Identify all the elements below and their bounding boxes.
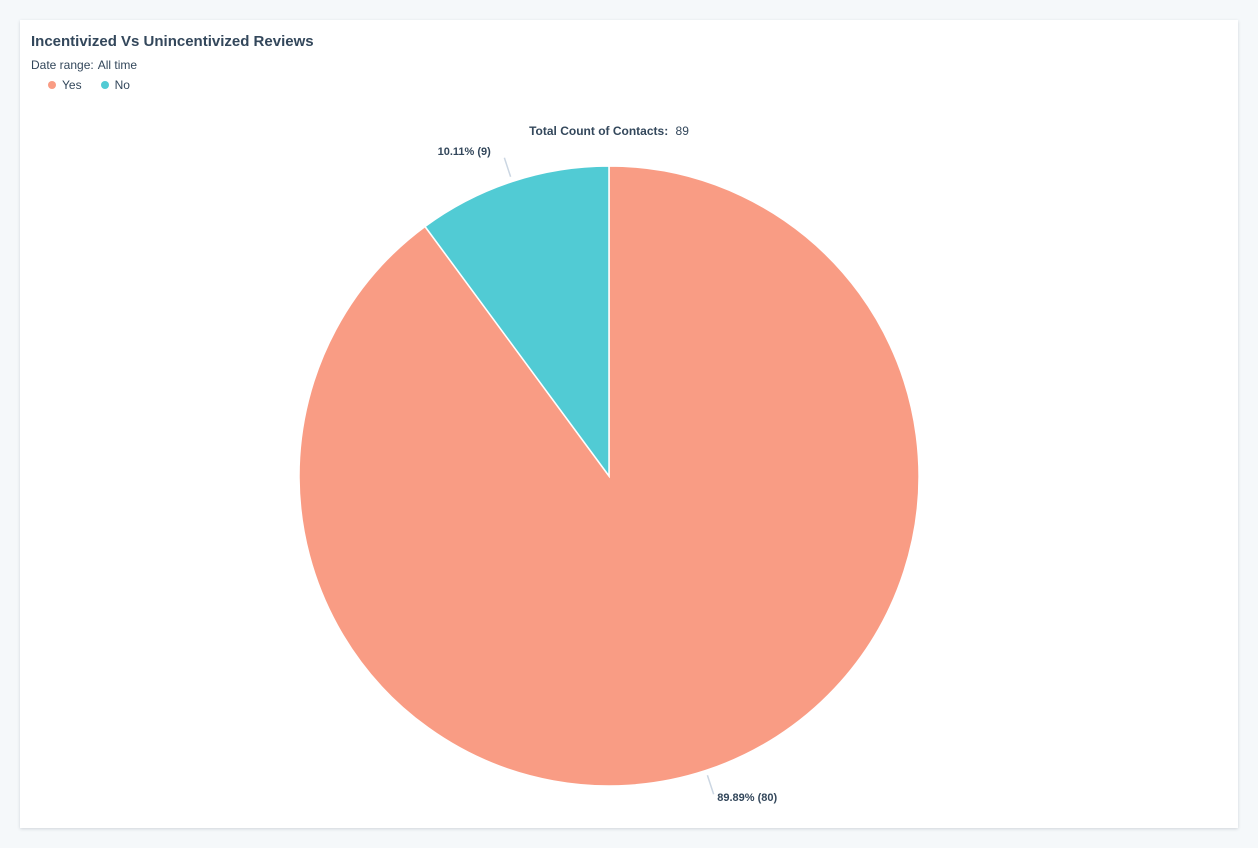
svg-text:Total Count of Contacts:: Total Count of Contacts: 89 xyxy=(529,124,689,138)
legend-item-yes[interactable]: Yes xyxy=(48,78,82,92)
pie-chart: Total Count of Contacts: 89 89.89% (80) 1… xyxy=(298,124,920,804)
total-label: Total Count of Contacts: xyxy=(529,124,668,138)
legend-marker-no xyxy=(100,81,109,89)
slice-connector-yes xyxy=(706,775,715,795)
legend-label-yes: Yes xyxy=(62,78,82,92)
legend-label-no: No xyxy=(114,78,130,92)
date-range: Date range: All time xyxy=(31,58,137,72)
slice-label-yes: 89.89% (80) xyxy=(717,792,777,804)
pie-slice-no[interactable] xyxy=(423,165,610,479)
date-range-label: Date range: xyxy=(31,58,94,72)
total-value: 89 xyxy=(676,124,690,138)
report-title: Incentivized Vs Unincentivized Reviews xyxy=(31,33,314,50)
legend-item-no[interactable]: No xyxy=(100,78,130,92)
pie-slices xyxy=(298,165,920,787)
legend-marker-yes xyxy=(48,81,56,89)
slice-connector-no xyxy=(503,157,512,177)
report-card: Incentivized Vs Unincentivized Reviews D… xyxy=(20,20,1238,828)
pie-total: Total Count of Contacts: 89 xyxy=(529,124,689,138)
slice-label-no: 10.11% (9) xyxy=(438,146,492,158)
date-range-value: All time xyxy=(97,58,138,72)
pie-labels: 89.89% (80) 10.11% (9) xyxy=(438,146,778,804)
chart-legend: Yes No xyxy=(48,78,149,92)
